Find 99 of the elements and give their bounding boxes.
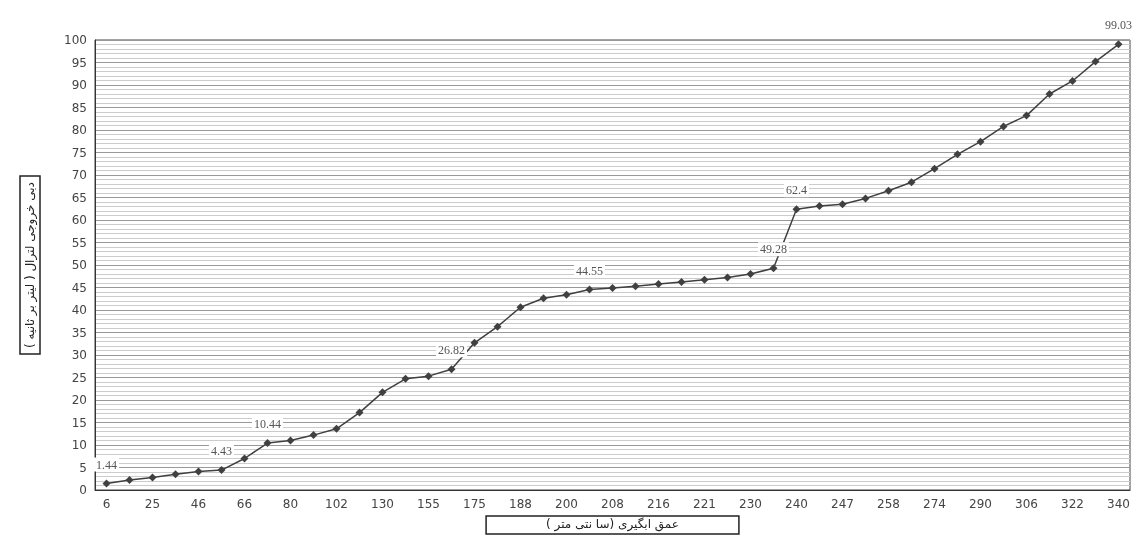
x-tick-label: 221 bbox=[693, 497, 716, 511]
point bbox=[999, 122, 1008, 131]
x-tick-label: 155 bbox=[417, 497, 440, 511]
x-tick-label: 274 bbox=[923, 497, 946, 511]
point bbox=[470, 338, 479, 347]
x-tick-label: 258 bbox=[877, 497, 900, 511]
point bbox=[401, 374, 410, 383]
y-tick-label: 20 bbox=[71, 393, 87, 407]
y-tick-label: 65 bbox=[71, 190, 87, 205]
point bbox=[1068, 76, 1077, 85]
point bbox=[907, 178, 916, 187]
point bbox=[1045, 90, 1054, 98]
x-tick-label: 216 bbox=[647, 497, 670, 511]
y-tick-label: 100 bbox=[64, 33, 87, 47]
x-tick-label: 175 bbox=[463, 497, 486, 511]
point bbox=[378, 388, 387, 397]
y-tick-label: 95 bbox=[71, 55, 87, 70]
y-tick-label: 60 bbox=[71, 213, 87, 227]
y-tick-label: 30 bbox=[71, 348, 87, 362]
x-tick-label: 80 bbox=[282, 497, 299, 511]
point bbox=[148, 473, 157, 482]
x-tick-label: 240 bbox=[785, 497, 808, 511]
point bbox=[309, 431, 318, 440]
point bbox=[769, 264, 778, 273]
point bbox=[953, 150, 962, 159]
y-tick-label: 0 bbox=[79, 483, 87, 497]
point bbox=[217, 466, 226, 475]
data-label: 4.43 bbox=[211, 444, 232, 459]
x-axis-title: عمق ابگیری (سا نتی متر ) bbox=[546, 517, 679, 532]
point bbox=[930, 164, 939, 173]
x-tick-label: 46 bbox=[190, 497, 207, 511]
y-tick-label: 45 bbox=[71, 280, 87, 295]
point bbox=[493, 322, 502, 331]
y-axis-title: دبی خروجی لترال ( لیتر بر ثانیه ) bbox=[23, 182, 38, 348]
point bbox=[424, 372, 433, 381]
x-tick-label: 66 bbox=[236, 497, 253, 511]
y-tick-label: 90 bbox=[71, 78, 87, 92]
y-tick-label: 25 bbox=[71, 370, 87, 385]
y-tick-label: 5 bbox=[79, 460, 87, 475]
point bbox=[171, 470, 180, 479]
x-tick-label: 102 bbox=[325, 497, 348, 511]
data-label: 99.03 bbox=[1105, 18, 1132, 33]
data-label: 26.82 bbox=[438, 343, 465, 358]
x-tick-label: 230 bbox=[739, 497, 762, 511]
y-tick-label: 50 bbox=[71, 258, 87, 272]
y-tick-label: 15 bbox=[71, 415, 87, 430]
x-tick-label: 25 bbox=[144, 497, 161, 511]
x-tick-label: 247 bbox=[831, 497, 854, 511]
x-tick-label: 306 bbox=[1015, 497, 1038, 511]
point bbox=[585, 285, 594, 294]
y-tick-label: 85 bbox=[71, 100, 87, 115]
point bbox=[562, 290, 571, 299]
y-tick-label: 80 bbox=[71, 123, 87, 137]
point bbox=[263, 439, 272, 448]
point bbox=[746, 270, 755, 278]
x-tick-label: 290 bbox=[969, 497, 992, 511]
point bbox=[332, 424, 341, 433]
data-label: 49.28 bbox=[760, 242, 787, 257]
x-tick-label: 6 bbox=[102, 497, 111, 511]
point bbox=[631, 282, 640, 291]
point bbox=[194, 467, 203, 476]
point bbox=[1091, 57, 1100, 66]
point bbox=[838, 200, 847, 209]
point bbox=[884, 186, 893, 195]
point bbox=[677, 278, 686, 287]
point bbox=[286, 436, 295, 445]
x-tick-label: 188 bbox=[509, 497, 532, 511]
x-tick-label: 340 bbox=[1107, 497, 1130, 511]
point bbox=[723, 273, 732, 282]
point bbox=[792, 205, 801, 214]
point bbox=[102, 479, 111, 488]
data-label: 1.44 bbox=[96, 457, 117, 472]
point bbox=[815, 202, 824, 211]
x-tick-label: 200 bbox=[555, 497, 578, 511]
x-tick-label: 208 bbox=[601, 497, 624, 511]
y-tick-label: 35 bbox=[71, 325, 87, 340]
point bbox=[539, 294, 548, 303]
point bbox=[240, 454, 249, 463]
point bbox=[447, 365, 456, 374]
point bbox=[861, 194, 870, 203]
point bbox=[608, 283, 617, 292]
point bbox=[700, 275, 709, 284]
point bbox=[1022, 111, 1031, 120]
y-tick-label: 55 bbox=[71, 235, 87, 250]
y-tick-label: 75 bbox=[71, 145, 87, 160]
data-label: 62.4 bbox=[786, 183, 807, 198]
y-tick-label: 70 bbox=[71, 168, 87, 182]
data-label: 10.44 bbox=[254, 417, 281, 432]
data-label: 44.55 bbox=[576, 263, 603, 278]
point bbox=[125, 476, 134, 485]
y-tick-label: 10 bbox=[71, 438, 87, 452]
point bbox=[1114, 40, 1123, 49]
point bbox=[355, 408, 364, 417]
point bbox=[654, 279, 663, 288]
point bbox=[976, 137, 985, 146]
y-tick-label: 40 bbox=[71, 303, 87, 317]
x-tick-label: 322 bbox=[1061, 497, 1084, 511]
x-tick-label: 130 bbox=[371, 497, 394, 511]
point bbox=[516, 303, 525, 312]
